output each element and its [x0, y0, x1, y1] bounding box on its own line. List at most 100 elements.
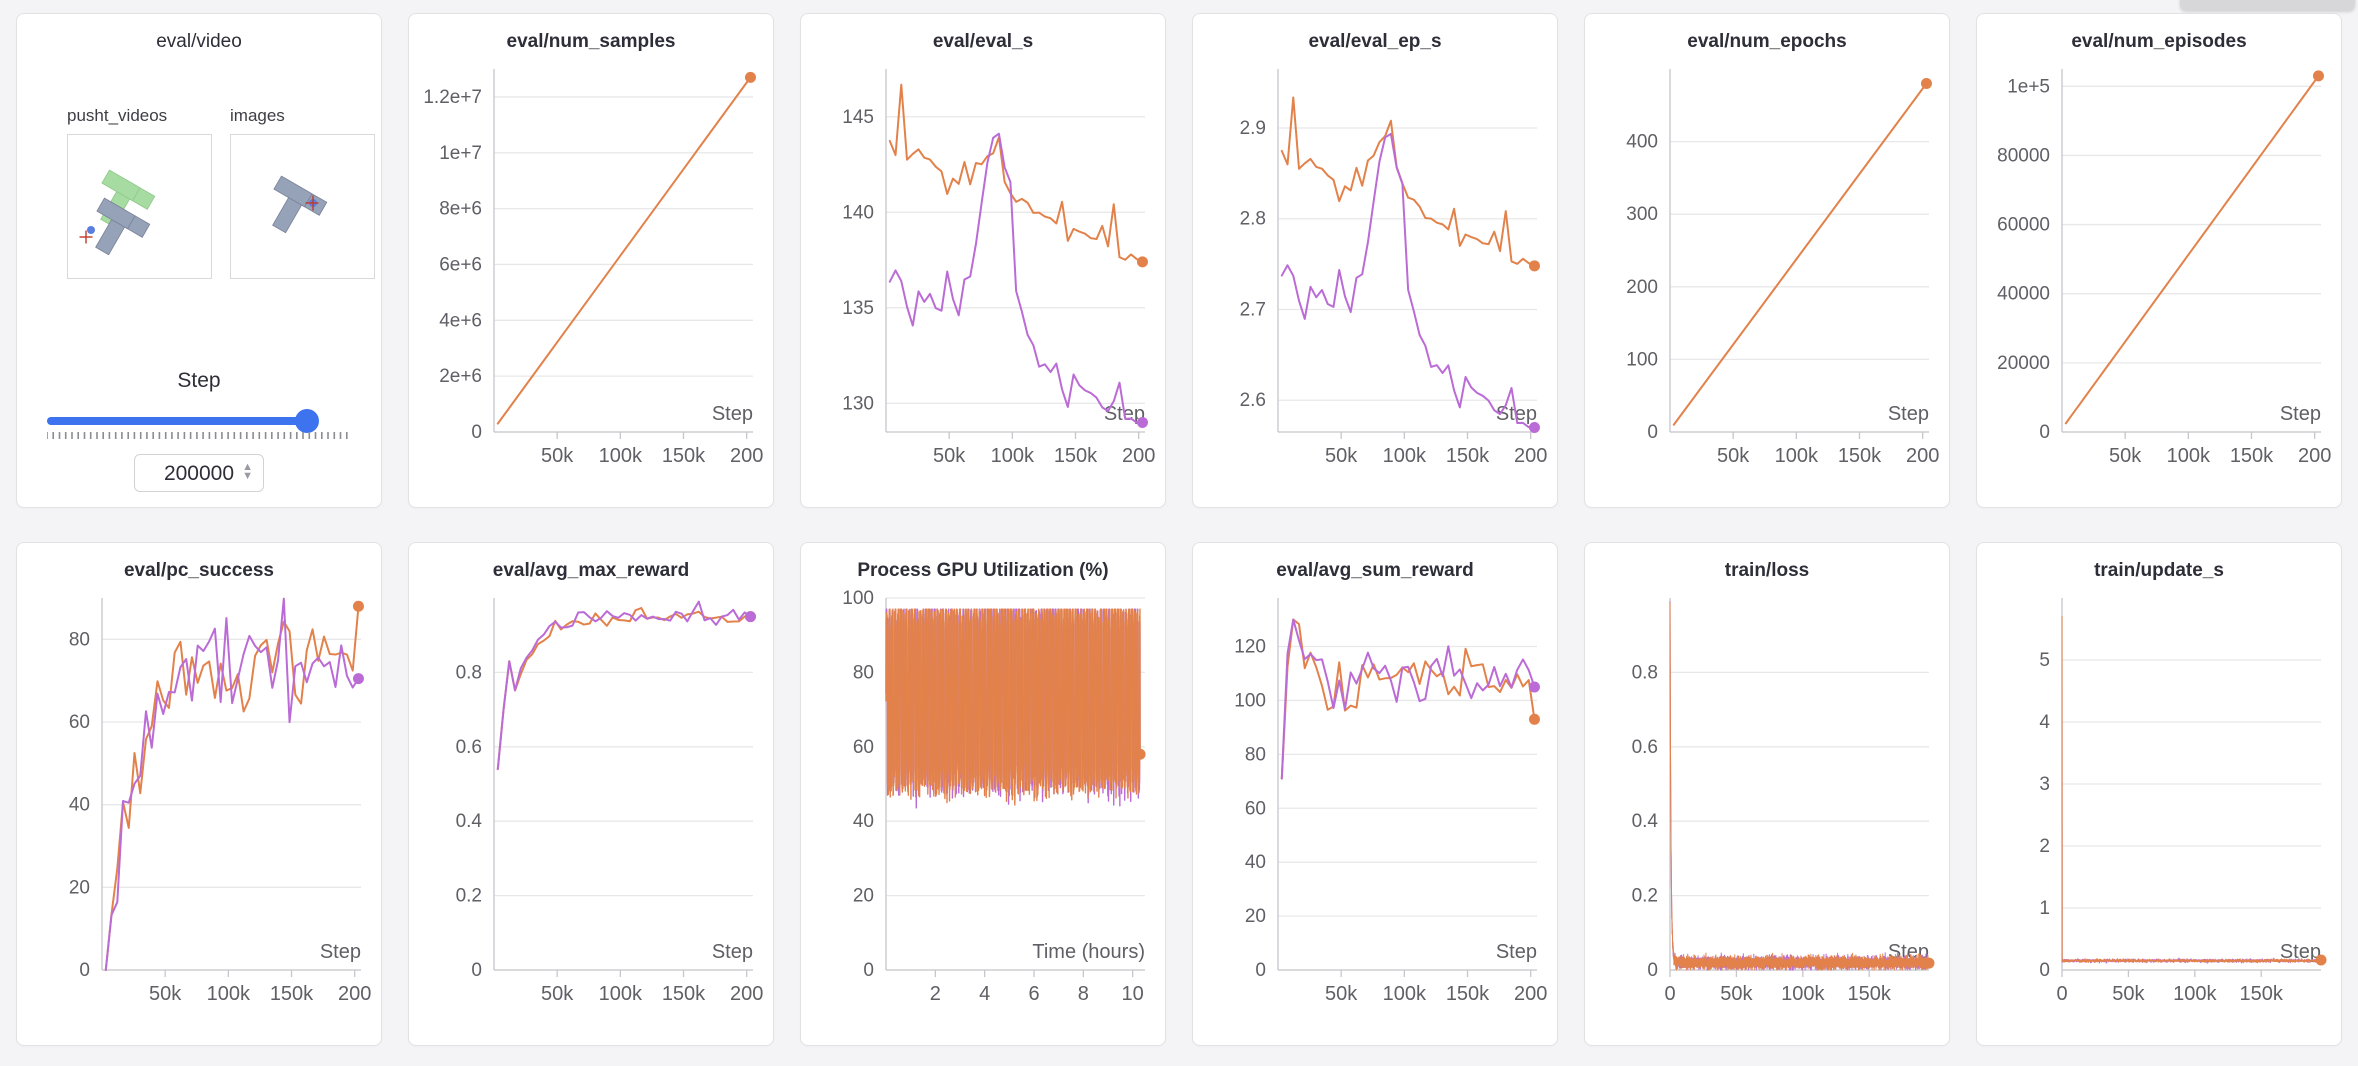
- svg-text:100k: 100k: [991, 445, 1035, 467]
- svg-text:200: 200: [1906, 445, 1939, 467]
- svg-text:200: 200: [1626, 277, 1658, 298]
- svg-text:100k: 100k: [1781, 983, 1825, 1005]
- svg-text:20: 20: [853, 886, 874, 907]
- svg-text:130: 130: [842, 393, 874, 414]
- svg-text:150k: 150k: [1446, 983, 1490, 1005]
- svg-text:150k: 150k: [662, 983, 706, 1005]
- svg-text:20: 20: [69, 877, 90, 898]
- svg-text:200: 200: [730, 983, 763, 1005]
- svg-text:40000: 40000: [1997, 284, 2050, 305]
- svg-text:50k: 50k: [933, 445, 966, 467]
- svg-text:100k: 100k: [2167, 445, 2211, 467]
- svg-text:40: 40: [853, 811, 874, 832]
- svg-text:150k: 150k: [2230, 445, 2274, 467]
- svg-text:8e+6: 8e+6: [439, 199, 482, 220]
- svg-text:300: 300: [1626, 204, 1658, 225]
- svg-text:50k: 50k: [1717, 445, 1750, 467]
- svg-text:400: 400: [1626, 132, 1658, 153]
- svg-text:60: 60: [1245, 798, 1266, 819]
- svg-text:2e+6: 2e+6: [439, 366, 482, 387]
- svg-text:8: 8: [1078, 983, 1089, 1005]
- svg-text:200: 200: [1514, 983, 1547, 1005]
- svg-text:Step: Step: [712, 941, 753, 963]
- svg-text:50k: 50k: [541, 983, 574, 1005]
- svg-text:40: 40: [1245, 852, 1266, 873]
- svg-text:2.7: 2.7: [1240, 299, 1266, 320]
- svg-text:150k: 150k: [270, 983, 314, 1005]
- svg-text:50k: 50k: [1325, 983, 1358, 1005]
- svg-text:0.8: 0.8: [456, 662, 482, 683]
- svg-text:0: 0: [79, 960, 90, 981]
- svg-text:0.2: 0.2: [456, 886, 482, 907]
- svg-text:0.4: 0.4: [456, 811, 483, 832]
- svg-text:100k: 100k: [2173, 983, 2217, 1005]
- svg-text:0: 0: [1664, 983, 1675, 1005]
- svg-text:135: 135: [842, 298, 874, 319]
- svg-text:50k: 50k: [1720, 983, 1753, 1005]
- svg-text:2: 2: [930, 983, 941, 1005]
- svg-text:50k: 50k: [2109, 445, 2142, 467]
- svg-text:0: 0: [863, 960, 874, 981]
- svg-text:150k: 150k: [2240, 983, 2284, 1005]
- svg-text:5: 5: [2039, 650, 2050, 671]
- svg-text:0.6: 0.6: [1632, 737, 1658, 758]
- svg-text:10: 10: [1122, 983, 1144, 1005]
- svg-text:100k: 100k: [207, 983, 251, 1005]
- svg-text:0.2: 0.2: [1632, 886, 1658, 907]
- svg-text:2: 2: [2039, 836, 2050, 857]
- svg-text:150k: 150k: [1838, 445, 1882, 467]
- svg-text:80000: 80000: [1997, 145, 2050, 166]
- svg-text:Step: Step: [320, 941, 361, 963]
- svg-text:200: 200: [338, 983, 371, 1005]
- svg-text:1e+5: 1e+5: [2007, 76, 2050, 97]
- svg-text:0: 0: [1255, 960, 1266, 981]
- svg-text:Step: Step: [2280, 403, 2321, 425]
- svg-text:150k: 150k: [1848, 983, 1892, 1005]
- svg-text:0: 0: [471, 422, 482, 443]
- svg-text:200: 200: [1122, 445, 1155, 467]
- svg-text:2.8: 2.8: [1240, 209, 1266, 230]
- svg-text:50k: 50k: [1325, 445, 1358, 467]
- svg-text:1e+7: 1e+7: [439, 143, 482, 164]
- svg-text:0.6: 0.6: [456, 737, 482, 758]
- svg-text:80: 80: [853, 662, 874, 683]
- svg-text:Step: Step: [1888, 403, 1929, 425]
- svg-text:50k: 50k: [149, 983, 182, 1005]
- svg-text:1: 1: [2039, 898, 2050, 919]
- svg-text:2.9: 2.9: [1240, 118, 1266, 139]
- svg-text:6e+6: 6e+6: [439, 254, 482, 275]
- svg-text:60000: 60000: [1997, 215, 2050, 236]
- svg-text:4: 4: [979, 983, 990, 1005]
- svg-text:20: 20: [1245, 906, 1266, 927]
- svg-text:0: 0: [1647, 422, 1658, 443]
- svg-text:100k: 100k: [1383, 445, 1427, 467]
- svg-text:80: 80: [1245, 744, 1266, 765]
- svg-text:0.4: 0.4: [1632, 811, 1659, 832]
- svg-text:200: 200: [1514, 445, 1547, 467]
- svg-text:60: 60: [853, 737, 874, 758]
- svg-text:145: 145: [842, 107, 874, 128]
- svg-text:100: 100: [1626, 349, 1658, 370]
- svg-text:Time (hours): Time (hours): [1032, 941, 1145, 963]
- svg-text:0: 0: [2039, 422, 2050, 443]
- svg-text:Step: Step: [1496, 941, 1537, 963]
- svg-text:40: 40: [69, 795, 90, 816]
- svg-text:0: 0: [1647, 960, 1658, 981]
- svg-text:150k: 150k: [662, 445, 706, 467]
- svg-text:100: 100: [1234, 690, 1266, 711]
- svg-text:100k: 100k: [1775, 445, 1819, 467]
- svg-text:1.2e+7: 1.2e+7: [423, 87, 482, 108]
- svg-text:140: 140: [842, 202, 874, 223]
- svg-text:0: 0: [2056, 983, 2067, 1005]
- svg-text:120: 120: [1234, 637, 1266, 658]
- svg-text:100k: 100k: [599, 983, 643, 1005]
- svg-text:2.6: 2.6: [1240, 390, 1266, 411]
- svg-text:4e+6: 4e+6: [439, 310, 482, 331]
- svg-text:20000: 20000: [1997, 353, 2050, 374]
- svg-text:0: 0: [2039, 960, 2050, 981]
- svg-text:0.8: 0.8: [1632, 662, 1658, 683]
- svg-text:50k: 50k: [2112, 983, 2145, 1005]
- svg-text:50k: 50k: [541, 445, 574, 467]
- svg-text:6: 6: [1028, 983, 1039, 1005]
- svg-text:200: 200: [730, 445, 763, 467]
